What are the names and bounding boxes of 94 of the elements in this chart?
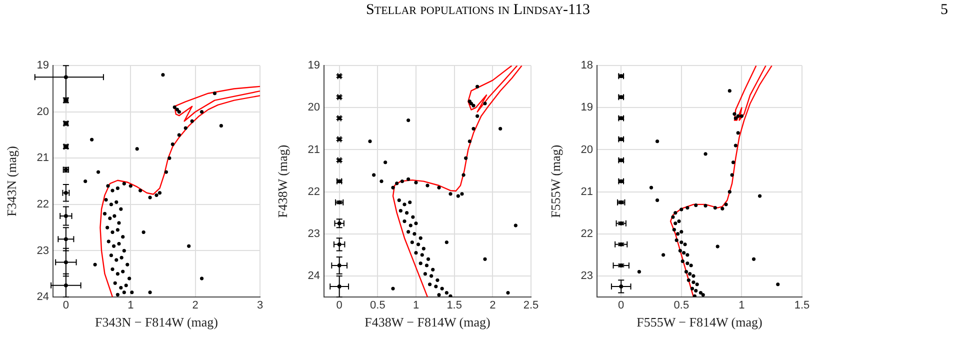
x-axis-title: F343N − F814W (mag) — [94, 314, 218, 330]
y-tick-label: 23 — [308, 228, 320, 240]
point — [734, 144, 738, 148]
point — [730, 173, 734, 177]
point — [728, 88, 732, 93]
x-tick-label: 0.5 — [370, 300, 386, 312]
y-tick-label: 20 — [36, 106, 49, 118]
x-tick-label: 1 — [128, 300, 134, 312]
point — [695, 282, 699, 286]
x-tick-label: 0.5 — [674, 300, 690, 312]
y-tick-label: 22 — [580, 228, 593, 240]
point — [688, 272, 692, 276]
point — [680, 259, 684, 264]
y-tick-label: 24 — [308, 270, 320, 282]
point — [686, 278, 690, 282]
point — [736, 131, 740, 135]
x-tick-label: 1.5 — [446, 300, 462, 312]
point — [680, 240, 684, 244]
y-tick-label: 21 — [308, 144, 320, 156]
point — [740, 114, 744, 118]
point — [713, 206, 718, 210]
point — [683, 242, 687, 246]
point — [682, 250, 686, 255]
text: 5 — [940, 2, 948, 19]
point — [736, 114, 740, 118]
point — [655, 198, 660, 202]
point — [694, 203, 698, 208]
y-axis-title: F343N (mag) — [4, 146, 20, 217]
x-tick-label: 2.5 — [523, 300, 539, 312]
point — [704, 204, 708, 208]
point — [698, 290, 703, 295]
x-tick-label: 1 — [412, 300, 420, 312]
point — [692, 274, 696, 278]
x-axis-title: F438W − F814W (mag) — [364, 314, 490, 330]
point — [677, 219, 681, 224]
point — [649, 186, 654, 190]
point — [704, 152, 708, 156]
x-tick-label: 2 — [490, 300, 496, 312]
point — [661, 253, 666, 257]
point — [680, 230, 684, 234]
y-tick-label: 18 — [580, 60, 593, 72]
point — [692, 280, 696, 284]
point — [720, 206, 724, 210]
x-tick-label: 0 — [618, 300, 624, 312]
y-tick-label: 19 — [580, 102, 593, 114]
point — [674, 238, 678, 242]
point — [672, 228, 676, 232]
y-tick-label: 21 — [580, 186, 593, 198]
y-tick-label: 23 — [580, 270, 593, 282]
point — [678, 248, 682, 253]
y-tick-label: 19 — [36, 60, 49, 72]
point — [686, 253, 690, 257]
point — [680, 208, 684, 212]
y-axis-title: F555W (mag) — [548, 144, 564, 218]
point — [637, 270, 642, 274]
point — [674, 222, 678, 226]
point — [655, 139, 660, 144]
point — [732, 112, 736, 116]
point — [671, 215, 675, 219]
x-axis-title: F555W − F814W (mag) — [636, 314, 762, 330]
point — [716, 244, 720, 248]
y-tick-label: 24 — [36, 291, 49, 304]
point — [752, 257, 756, 261]
x-tick-label: 0 — [62, 300, 69, 312]
x-tick-label: 0 — [336, 300, 342, 312]
y-tick-label: 19 — [308, 60, 320, 72]
y-axis-title: F438W (mag) — [275, 144, 290, 218]
point — [776, 282, 780, 286]
x-tick-label: 1.5 — [794, 300, 810, 312]
point — [674, 211, 678, 215]
point — [689, 264, 693, 268]
text: Stellar populations in Lindsay-113 — [366, 2, 590, 18]
x-tick-label: 3 — [256, 300, 264, 312]
point — [694, 288, 698, 293]
point — [684, 270, 688, 274]
point — [690, 286, 694, 290]
point — [734, 116, 738, 120]
point — [686, 261, 690, 266]
y-tick-label: 22 — [308, 186, 320, 198]
point — [724, 202, 728, 206]
y-tick-label: 21 — [36, 152, 49, 164]
y-tick-label: 23 — [36, 244, 49, 257]
point — [728, 190, 732, 194]
y-tick-label: 20 — [308, 102, 320, 114]
point — [692, 294, 697, 297]
point — [701, 293, 705, 297]
point — [686, 206, 690, 210]
point — [758, 194, 762, 198]
point — [676, 232, 680, 236]
point — [731, 160, 736, 164]
y-tick-label: 22 — [36, 198, 49, 210]
x-tick-label: 2 — [192, 300, 198, 312]
x-tick-label: 1 — [738, 300, 745, 312]
y-tick-label: 20 — [580, 144, 593, 156]
